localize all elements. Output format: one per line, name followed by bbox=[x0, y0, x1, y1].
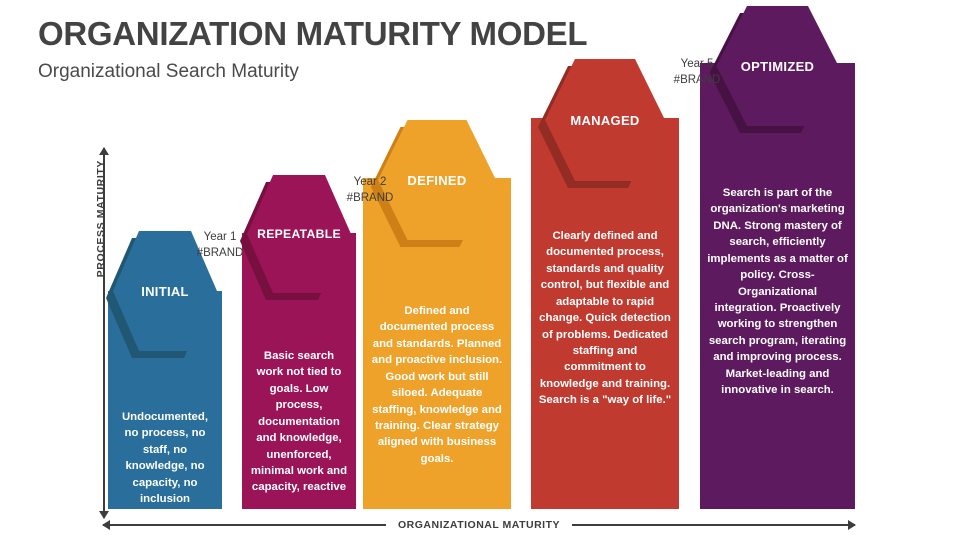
stage-hex-group-managed: MANAGED bbox=[538, 59, 665, 188]
stage-description-defined: Defined and documented process and stand… bbox=[371, 305, 503, 465]
stage-column-repeatable[interactable]: Basic search work not tied to goals. Low… bbox=[240, 175, 356, 509]
stage-description-repeatable: Basic search work not tied to goals. Low… bbox=[250, 350, 348, 494]
stage-column-initial[interactable]: Undocumented, no process, no staff, no k… bbox=[106, 231, 222, 509]
organizational-maturity-axis: ORGANIZATIONAL MATURITY bbox=[102, 517, 856, 533]
year-callout-2-year: Year 2 bbox=[353, 176, 387, 188]
year-callout-2-brand: #BRAND bbox=[346, 191, 394, 204]
page-subtitle: Organizational Search Maturity bbox=[38, 61, 299, 83]
stage-description-managed: Clearly defined and documented process, … bbox=[538, 230, 672, 407]
stage-hex-repeatable[interactable]: REPEATABLE bbox=[247, 175, 351, 293]
stage-description-optimized: Search is part of the organization's mar… bbox=[707, 187, 848, 397]
page-title: ORGANIZATION MATURITY MODEL bbox=[38, 15, 588, 52]
stage-column-managed[interactable]: Clearly defined and documented process, … bbox=[531, 59, 679, 509]
slide-header: ORGANIZATION MATURITY MODEL Organization… bbox=[38, 15, 738, 83]
stage-hex-group-initial: INITIAL bbox=[106, 231, 217, 358]
x-axis-line-right bbox=[572, 520, 856, 530]
year-callout-5-brand: #BRAND bbox=[673, 73, 721, 86]
year-callout-5-year: Year 5 bbox=[680, 58, 714, 70]
stage-bar-defined: Defined and documented process and stand… bbox=[363, 178, 511, 509]
stage-label-initial: INITIAL bbox=[141, 283, 189, 299]
x-axis-line-left bbox=[102, 520, 386, 530]
stage-column-defined[interactable]: Defined and documented process and stand… bbox=[363, 120, 511, 509]
x-axis-label: ORGANIZATIONAL MATURITY bbox=[398, 519, 560, 531]
stage-label-repeatable: REPEATABLE bbox=[257, 227, 341, 241]
stage-label-optimized: OPTIMIZED bbox=[740, 58, 815, 74]
stage-column-optimized[interactable]: Search is part of the organization's mar… bbox=[700, 6, 855, 509]
year-callout-1-year: Year 1 bbox=[203, 231, 237, 243]
process-maturity-axis bbox=[99, 147, 109, 519]
year-callout-1: Year 1 #BRAND bbox=[186, 230, 254, 261]
stage-hex-group-repeatable: REPEATABLE bbox=[240, 175, 351, 300]
year-callout-2: Year 2 #BRAND bbox=[336, 175, 404, 206]
stage-label-defined: DEFINED bbox=[407, 172, 467, 188]
year-callout-1-brand: #BRAND bbox=[196, 246, 244, 259]
stage-bar-optimized: Search is part of the organization's mar… bbox=[700, 63, 855, 509]
stage-hex-group-defined: DEFINED bbox=[371, 120, 496, 247]
stage-bar-managed: Clearly defined and documented process, … bbox=[531, 118, 679, 509]
year-callout-5: Year 5 #BRAND bbox=[663, 57, 731, 88]
stage-label-managed: MANAGED bbox=[570, 112, 640, 128]
stage-description-initial: Undocumented, no process, no staff, no k… bbox=[121, 411, 209, 506]
stage-hex-group-optimized: OPTIMIZED bbox=[709, 6, 839, 133]
